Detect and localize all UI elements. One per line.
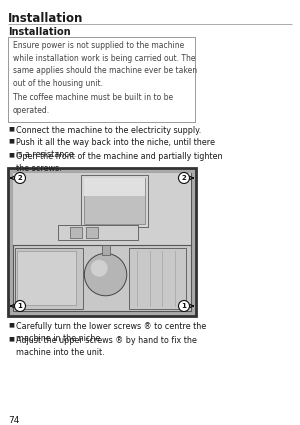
FancyBboxPatch shape (8, 168, 196, 316)
FancyBboxPatch shape (13, 173, 191, 245)
Text: ■: ■ (8, 336, 14, 341)
Text: Installation: Installation (8, 12, 83, 25)
FancyBboxPatch shape (17, 251, 76, 305)
FancyBboxPatch shape (129, 248, 186, 309)
FancyBboxPatch shape (102, 245, 110, 255)
Text: ■: ■ (8, 322, 14, 327)
FancyBboxPatch shape (13, 173, 191, 311)
Circle shape (14, 300, 26, 312)
FancyBboxPatch shape (58, 225, 138, 241)
Text: Push it all the way back into the niche, until there
is a resistance.: Push it all the way back into the niche,… (16, 138, 215, 159)
FancyBboxPatch shape (8, 37, 195, 122)
FancyBboxPatch shape (70, 227, 82, 238)
FancyBboxPatch shape (85, 227, 98, 238)
FancyBboxPatch shape (81, 175, 148, 227)
Circle shape (91, 260, 108, 277)
Text: Carefully turn the lower screws ® to centre the
machine in the niche.: Carefully turn the lower screws ® to cen… (16, 322, 206, 343)
Text: 1: 1 (18, 303, 22, 309)
Text: The coffee machine must be built in to be
operated.: The coffee machine must be built in to b… (13, 93, 173, 114)
FancyBboxPatch shape (84, 178, 145, 224)
Text: 2: 2 (18, 175, 22, 181)
Text: Connect the machine to the electricity supply.: Connect the machine to the electricity s… (16, 126, 201, 135)
Circle shape (178, 300, 190, 312)
Text: 74: 74 (8, 416, 20, 425)
Text: Open the front of the machine and partially tighten
the screws.: Open the front of the machine and partia… (16, 152, 223, 173)
FancyBboxPatch shape (84, 178, 145, 196)
Text: Ensure power is not supplied to the machine
while installation work is being car: Ensure power is not supplied to the mach… (13, 41, 197, 88)
Text: ■: ■ (8, 126, 14, 131)
Text: Adjust the upper screws ® by hand to fix the
machine into the unit.: Adjust the upper screws ® by hand to fix… (16, 336, 197, 357)
FancyBboxPatch shape (15, 248, 83, 309)
Text: ■: ■ (8, 152, 14, 157)
Text: Installation: Installation (8, 27, 70, 37)
Text: 1: 1 (182, 303, 186, 309)
Circle shape (84, 253, 127, 296)
Text: 2: 2 (182, 175, 186, 181)
Text: ■: ■ (8, 138, 14, 143)
Circle shape (14, 173, 26, 184)
Circle shape (178, 173, 190, 184)
